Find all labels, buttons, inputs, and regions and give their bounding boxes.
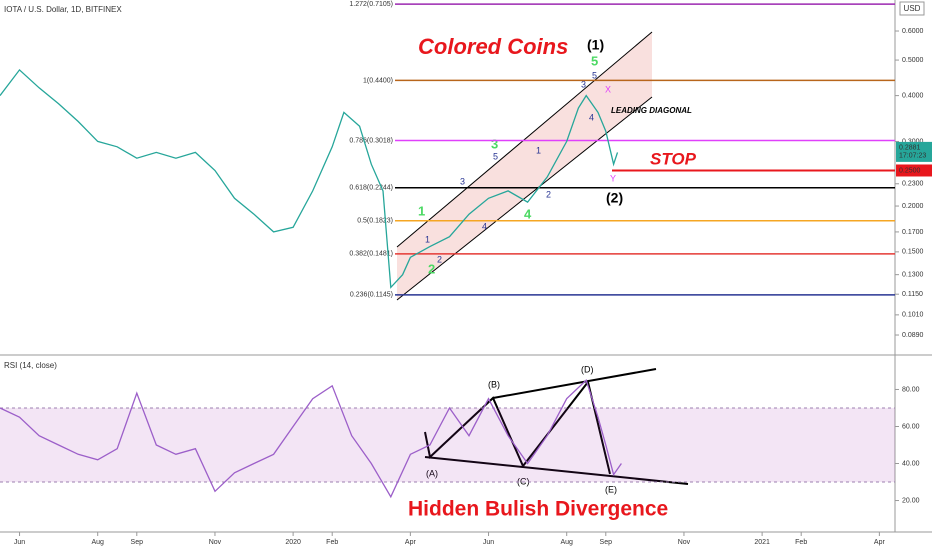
x-tick-label: 2021 [754, 539, 770, 546]
y-tick-label: 0.0890 [902, 332, 924, 339]
annotation: (1) [587, 37, 604, 53]
x-tick-label: Jun [14, 539, 25, 546]
wave-label: 4 [482, 221, 487, 231]
annotation: (2) [606, 190, 623, 206]
annotation: Hidden Bulish Divergence [408, 498, 668, 521]
x-tick-label: Aug [91, 539, 104, 546]
wave-label: 2 [546, 189, 551, 199]
stop-box [896, 164, 932, 177]
wave-label: 5 [591, 53, 598, 68]
annotation: STOP [650, 149, 697, 168]
fib-label: 0.618(0.2244) [349, 185, 393, 192]
y-tick-label: 0.5000 [902, 57, 924, 64]
x-tick-label: Feb [795, 539, 807, 546]
rsi-label: (C) [517, 476, 530, 486]
wave-label: 2 [428, 261, 435, 276]
x-tick-label: Sep [600, 539, 613, 546]
series-line [0, 68, 619, 289]
wave-label: Y [610, 173, 616, 183]
fib-label: 1.272(0.7105) [349, 1, 393, 8]
y-tick-label: 80.00 [902, 386, 920, 393]
y-tick-label: 0.1300 [902, 272, 924, 279]
y-tick-label: 0.1500 [902, 249, 924, 256]
stop-label: 0.2500 [899, 167, 921, 174]
y-tick-label: 60.00 [902, 423, 920, 430]
last-price-label: 0.2881 [899, 145, 921, 152]
wave-label: X [605, 84, 611, 94]
fib-label: 0.382(0.1481) [349, 251, 393, 258]
y-tick-label: 0.6000 [902, 28, 924, 35]
wave-label: 2 [437, 254, 442, 264]
rsi-lower-trend [424, 456, 689, 485]
x-tick-label: 2020 [285, 539, 301, 546]
rsi-title: RSI (14, close) [4, 361, 57, 370]
fib-label: 0.786(0.3018) [349, 137, 393, 144]
rsi-label: (E) [605, 484, 617, 494]
x-tick-label: Aug [560, 539, 573, 546]
annotation: LEADING DIAGONAL [611, 106, 692, 115]
wave-label: 4 [524, 206, 532, 221]
channel-lower [396, 96, 653, 301]
y-tick-label: 40.00 [902, 460, 920, 467]
series-line [0, 379, 622, 499]
rsi-band [0, 407, 895, 483]
wave-label: 3 [491, 136, 498, 151]
x-tick-label: Feb [326, 539, 338, 546]
x-tick-label: Jun [483, 539, 494, 546]
x-tick-label: Apr [874, 539, 886, 546]
y-tick-label: 0.3000 [902, 138, 924, 145]
y-tick-label: 0.4000 [902, 92, 924, 99]
wave-label: 5 [592, 70, 597, 80]
y-tick-label: 0.1700 [902, 229, 924, 236]
y-tick-label: 0.2300 [902, 181, 924, 188]
symbol-header: IOTA / U.S. Dollar, 1D, BITFINEX [4, 5, 122, 14]
annotation: Colored Coins [418, 34, 568, 59]
countdown: 17:07:23 [899, 153, 926, 160]
y-tick-label: 0.2000 [902, 203, 924, 210]
x-tick-label: Nov [678, 539, 691, 546]
rsi-label: (D) [581, 364, 594, 374]
fib-label: 1(0.4400) [363, 77, 393, 84]
currency: USD [904, 4, 921, 13]
last-price-box [896, 141, 932, 162]
y-tick-label: 0.1150 [902, 291, 923, 298]
rsi-upper-trend [492, 368, 657, 399]
rsi-label: (A) [426, 468, 438, 478]
x-tick-label: Sep [131, 539, 144, 546]
fib-label: 0.5(0.1823) [357, 218, 393, 225]
y-tick-label: 0.1010 [902, 312, 924, 319]
wave-label: 5 [493, 151, 498, 161]
channel-upper [396, 31, 653, 248]
wave-label: 4 [589, 112, 594, 122]
wave-label: 3 [581, 79, 586, 89]
x-tick-label: Apr [405, 539, 417, 546]
wave-label: 3 [460, 176, 465, 186]
wave-label: 1 [425, 234, 430, 244]
rsi-label: (B) [488, 379, 500, 389]
fib-label: 0.236(0.1145) [350, 292, 393, 299]
wave-label: 1 [418, 203, 425, 218]
wave-label: 1 [536, 145, 541, 155]
currency-box [899, 1, 925, 16]
x-tick-label: Nov [209, 539, 222, 546]
y-tick-label: 20.00 [902, 497, 920, 504]
